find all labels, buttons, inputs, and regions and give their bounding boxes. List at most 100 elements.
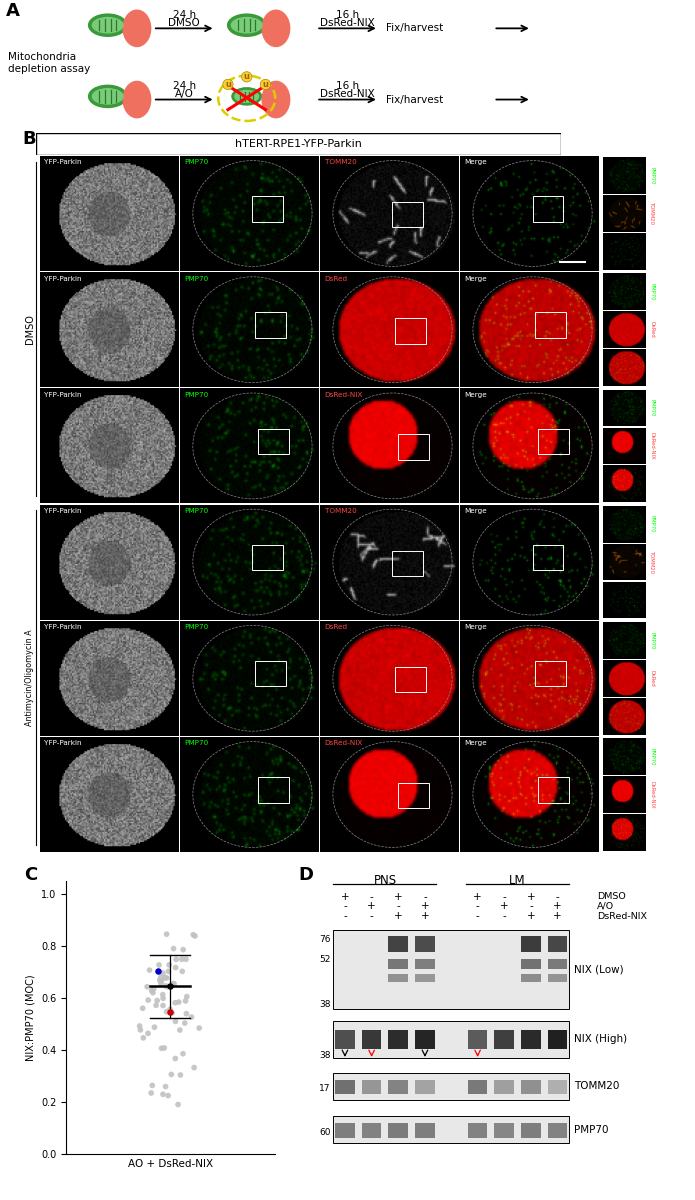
Text: TOMM20: TOMM20 [325,160,357,166]
Text: PMP70: PMP70 [649,167,654,185]
Bar [395,318,426,343]
Point [142,1024,154,1043]
Point [170,949,181,968]
Text: Fix/harvest: Fix/harvest [386,23,443,34]
Bar [333,1116,569,1142]
Text: +: + [500,901,509,912]
Ellipse shape [227,14,265,36]
Point [156,971,167,990]
Text: DMSO: DMSO [597,892,626,901]
Point [180,991,191,1010]
Text: -: - [476,911,480,922]
Text: Merge: Merge [464,160,487,166]
Text: DsRed: DsRed [325,624,348,630]
Point [181,949,192,968]
Text: DsRed-NIX: DsRed-NIX [649,781,654,809]
Bar [535,661,566,686]
Point [149,1018,160,1037]
Point [138,1028,149,1048]
Text: DsRed-NIX: DsRed-NIX [320,89,375,98]
Point [152,991,163,1010]
Text: DsRed-NIX: DsRed-NIX [649,432,654,460]
Point [142,977,153,996]
Text: 38: 38 [320,1000,331,1009]
Point [181,988,193,1007]
Text: TOMM20: TOMM20 [325,508,357,514]
Bar [548,1080,567,1094]
Text: DsRed: DsRed [325,276,348,282]
Text: PMP70: PMP70 [184,740,208,746]
Bar [548,936,567,952]
Bar [468,1031,487,1049]
Bar [538,778,569,803]
Bar [255,661,286,686]
Point [174,1020,186,1039]
Text: PNS: PNS [373,874,397,887]
Text: A/O: A/O [174,89,194,98]
Point [151,996,162,1015]
Bar [252,197,283,222]
Bar [521,974,541,982]
Point [170,958,181,977]
Bar [494,1123,514,1138]
Text: Merge: Merge [649,592,654,608]
Point [190,926,201,946]
Point [168,974,179,994]
Point [137,998,148,1018]
Bar [252,545,283,570]
Text: NIX (High): NIX (High) [574,1034,628,1044]
Text: 60: 60 [320,1128,331,1136]
Text: u: u [225,80,231,89]
Point [177,1044,188,1063]
Text: 24 h: 24 h [172,10,196,20]
Text: Merge: Merge [464,508,487,514]
Point [155,967,166,986]
Point [146,1084,157,1103]
Point [146,980,157,1000]
Text: 24 h: 24 h [172,82,196,91]
Ellipse shape [231,18,262,32]
Text: Merge: Merge [464,740,487,746]
Point [170,1012,181,1031]
Text: Fix/harvest: Fix/harvest [386,95,443,104]
Bar [335,1080,354,1094]
Ellipse shape [92,89,123,104]
Bar [532,545,563,570]
Text: Merge: Merge [649,824,654,841]
Point [172,1094,183,1114]
Bar [548,974,567,982]
Text: -: - [370,892,373,901]
Point [163,955,174,974]
Point [135,1020,146,1039]
Point [177,949,188,968]
Point [186,1008,197,1027]
Text: C: C [24,866,38,884]
Text: -: - [529,901,533,912]
Bar [255,312,286,337]
Point [167,976,179,995]
Point [181,1004,192,1024]
Point [158,1038,170,1057]
Text: +: + [394,911,402,922]
Text: Merge: Merge [464,392,487,398]
Bar [333,1021,569,1057]
Text: DsRed-NIX: DsRed-NIX [325,392,363,398]
Text: +: + [394,892,402,901]
Point [154,955,165,974]
Ellipse shape [89,85,127,108]
Bar [395,667,426,692]
Text: -: - [396,901,400,912]
Text: YFP-Parkin: YFP-Parkin [44,508,82,514]
Point [179,1014,190,1033]
Ellipse shape [262,82,290,118]
Ellipse shape [262,11,290,47]
Text: u: u [244,72,250,82]
Bar [494,1080,514,1094]
Bar [389,1031,408,1049]
Text: DsRed: DsRed [649,322,654,338]
Bar [362,1123,382,1138]
Bar [333,1073,569,1099]
Point [175,1066,186,1085]
Text: DMSO: DMSO [168,18,200,28]
Text: -: - [502,911,506,922]
